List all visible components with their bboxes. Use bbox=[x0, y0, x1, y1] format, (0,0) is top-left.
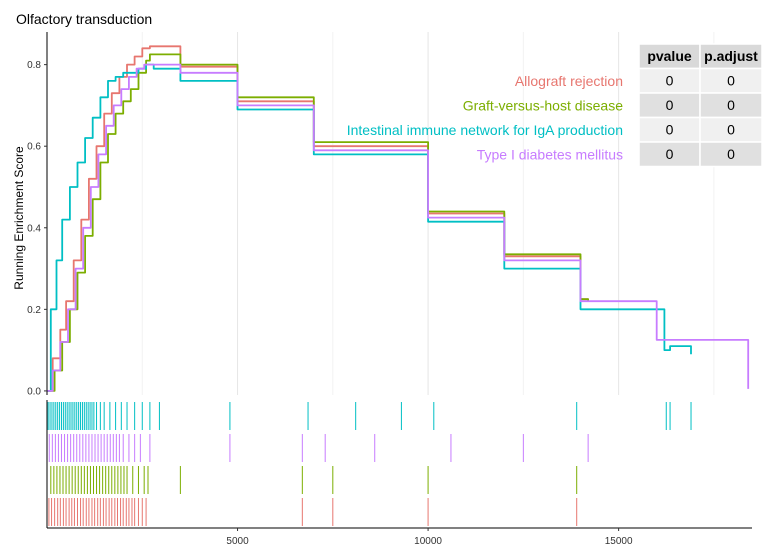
table-header-text: p.adjust bbox=[704, 48, 758, 64]
x-tick-label: 15000 bbox=[605, 536, 633, 547]
table-cell-text: 0 bbox=[666, 73, 674, 89]
table-cell-text: 0 bbox=[727, 97, 735, 113]
table-header-cell bbox=[699, 43, 763, 70]
legend-entry-1: Graft-versus-host disease bbox=[463, 98, 623, 114]
stats-table: pvalue p.adjust 0 0 0 0 0 0 0 0 bbox=[638, 43, 763, 168]
series-line-1 bbox=[47, 53, 589, 392]
table-cell-text: 0 bbox=[666, 146, 674, 162]
chart-title: Olfactory transduction bbox=[16, 11, 152, 27]
table-cell bbox=[699, 141, 763, 168]
rug-layer bbox=[47, 402, 692, 526]
table-cell-text: 0 bbox=[666, 122, 674, 138]
table-cell-text: 0 bbox=[666, 97, 674, 113]
table-cell-text: 0 bbox=[727, 122, 735, 138]
axes-layer: 0.0 0.2 0.4 0.6 0.8 5000 10000 15000 bbox=[27, 32, 752, 547]
table-cell-text: 0 bbox=[727, 146, 735, 162]
legend-entry-3: Type I diabetes mellitus bbox=[477, 147, 623, 163]
legend-entry-0: Allograft rejection bbox=[515, 73, 623, 89]
x-tick-label: 10000 bbox=[414, 536, 442, 547]
legend: Allograft rejection Graft-versus-host dis… bbox=[347, 73, 623, 163]
x-tick-label: 5000 bbox=[226, 536, 249, 547]
table-cell bbox=[638, 116, 701, 143]
y-tick-label: 0.6 bbox=[27, 142, 41, 153]
series-line-3 bbox=[47, 63, 750, 392]
y-tick-label: 0.4 bbox=[27, 223, 41, 234]
y-tick-label: 0.2 bbox=[27, 305, 41, 316]
legend-entry-2: Intestinal immune network for IgA produc… bbox=[347, 122, 623, 138]
lines-layer bbox=[47, 45, 750, 392]
table-header-text: pvalue bbox=[647, 48, 692, 64]
y-tick-label: 0.0 bbox=[27, 386, 41, 397]
y-axis-label: Running Enrichment Score bbox=[12, 146, 26, 290]
table-cell-text: 0 bbox=[727, 73, 735, 89]
y-tick-label: 0.8 bbox=[27, 60, 41, 71]
series-line-2 bbox=[47, 63, 692, 392]
